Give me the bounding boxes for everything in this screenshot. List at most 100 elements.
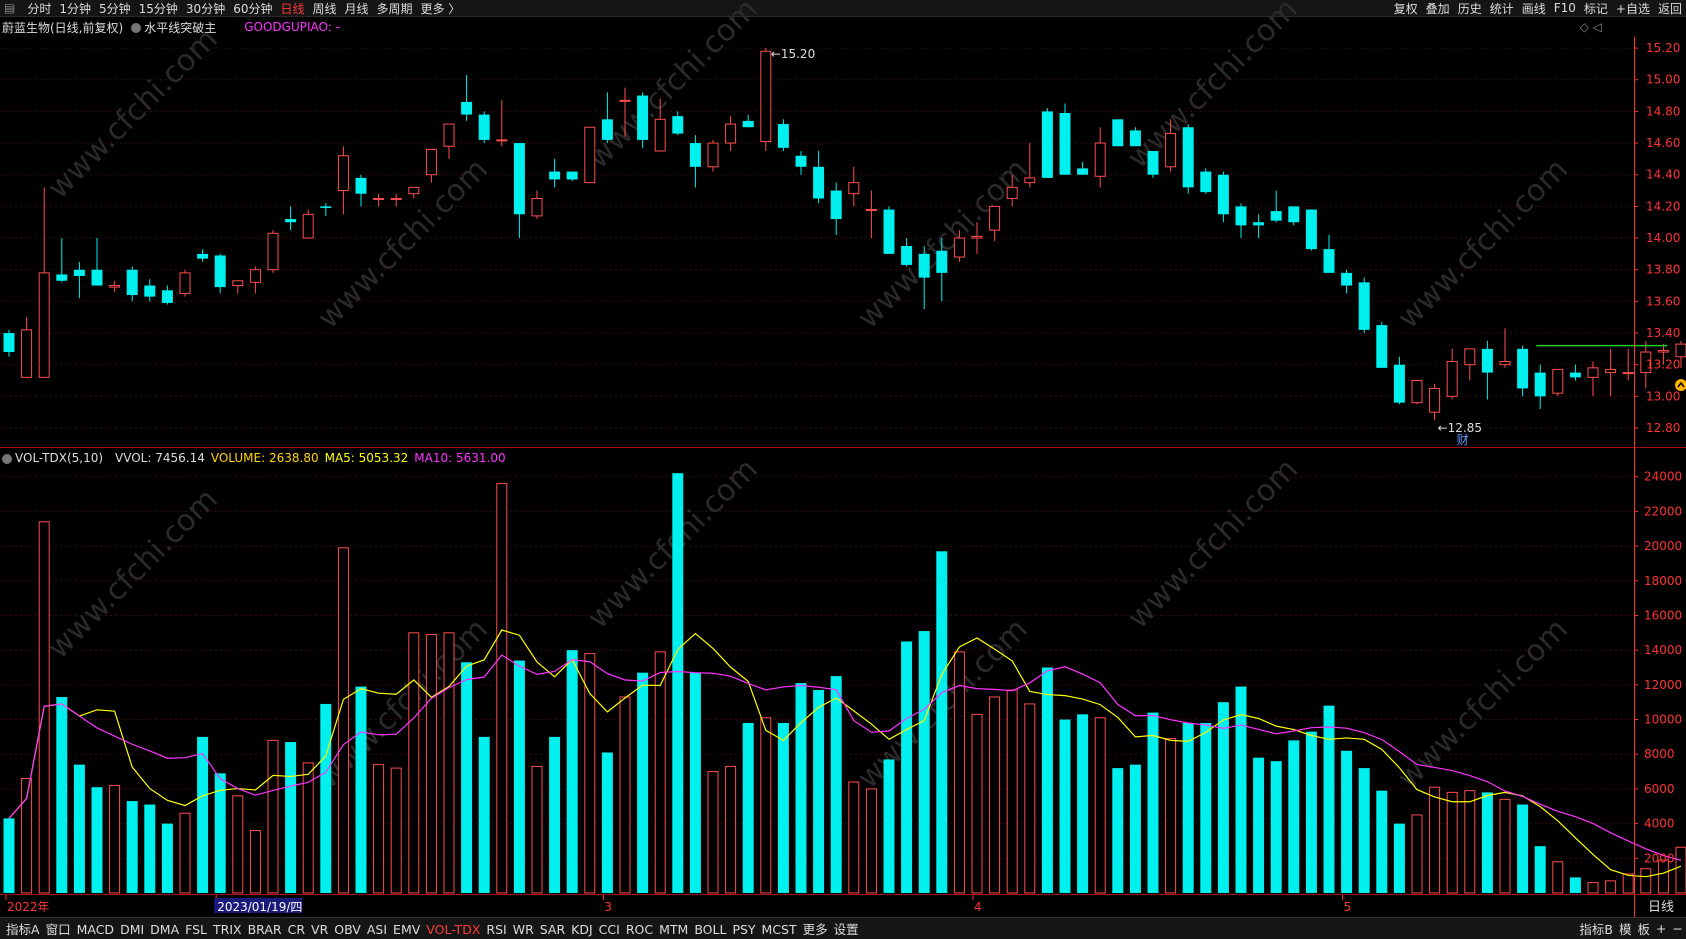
candle	[197, 249, 208, 262]
candle	[1588, 362, 1598, 397]
candle	[1376, 322, 1387, 368]
x-tick-label: 3	[604, 900, 612, 914]
volume-bar	[1430, 787, 1440, 893]
volume-bar	[761, 718, 771, 893]
panel-button-3[interactable]: +	[1653, 921, 1669, 936]
indicator-tab-4[interactable]: DMA	[147, 922, 182, 937]
volume-bar	[1077, 714, 1088, 893]
indicator-tab-0[interactable]: 指标A	[3, 922, 43, 937]
indicator-tab-7[interactable]: BRAR	[245, 922, 285, 937]
candle	[320, 203, 331, 216]
volume-tick-label: 24000	[1644, 470, 1682, 484]
volume-bar	[1007, 690, 1017, 893]
indicator-tab-6[interactable]: TRIX	[210, 922, 245, 937]
volume-bar	[338, 548, 348, 893]
candle	[180, 270, 190, 297]
volume-bar	[813, 690, 824, 893]
indicator-tab-21[interactable]: BOLL	[691, 922, 729, 937]
candle	[708, 140, 718, 172]
indicator-tab-9[interactable]: VR	[308, 922, 331, 937]
volume-bar	[1606, 881, 1616, 893]
volume-bar	[743, 723, 754, 893]
indicator-tab-22[interactable]: PSY	[729, 922, 758, 937]
volume-bar	[972, 714, 982, 893]
panel-button-1[interactable]: 模	[1616, 919, 1635, 938]
indicator-tab-8[interactable]: CR	[285, 922, 308, 937]
indicator-tab-10[interactable]: OBV	[331, 922, 364, 937]
indicator-tab-13[interactable]: VOL-TDX	[423, 922, 483, 937]
indicator-tab-19[interactable]: ROC	[623, 922, 656, 937]
volume-bar	[1130, 765, 1141, 893]
indicator-tab-2[interactable]: MACD	[74, 922, 117, 937]
indicator-tab-20[interactable]: MTM	[656, 922, 691, 937]
volume-bar	[127, 801, 138, 893]
candle	[1112, 119, 1123, 146]
candle	[990, 206, 1000, 241]
indicator-tab-25[interactable]: 设置	[831, 922, 862, 937]
candle	[374, 194, 384, 207]
candle	[1553, 369, 1563, 396]
candle	[1025, 143, 1035, 187]
indicator-tab-1[interactable]: 窗口	[43, 922, 74, 937]
candle	[215, 254, 226, 294]
volume-bar	[1271, 761, 1282, 893]
watermark-text: www.cfchi.com	[581, 0, 765, 176]
candle	[1288, 206, 1299, 225]
volume-bar	[585, 654, 595, 893]
volume-bar	[144, 805, 155, 893]
indicator-tab-15[interactable]: WR	[510, 922, 537, 937]
volume-bar	[708, 772, 718, 893]
volume-tick-label: 8000	[1644, 747, 1675, 761]
indicator-tab-18[interactable]: CCI	[596, 922, 623, 937]
watermark-text: www.cfchi.com	[1391, 612, 1575, 796]
x-tick-label: 2023/01/19/四	[217, 900, 302, 914]
price-tick-label: 14.00	[1646, 231, 1680, 245]
indicator-tab-14[interactable]: RSI	[483, 922, 509, 937]
volume-bar	[919, 631, 930, 893]
panel-button-2[interactable]: 板	[1635, 919, 1654, 938]
volume-bar	[602, 752, 613, 893]
candle	[1148, 151, 1159, 178]
candle	[1218, 172, 1229, 223]
candle	[849, 167, 859, 207]
candle	[1482, 341, 1493, 400]
indicator-tab-23[interactable]: MCST	[759, 922, 800, 937]
candle	[1394, 357, 1405, 404]
candle	[285, 206, 296, 230]
price-tick-label: 12.80	[1646, 421, 1680, 435]
indicator-tab-5[interactable]: FSL	[182, 922, 210, 937]
indicator-tab-12[interactable]: EMV	[390, 922, 423, 937]
candle	[497, 100, 507, 146]
candle	[303, 210, 313, 238]
candle	[726, 116, 736, 151]
volume-bar	[1676, 847, 1686, 893]
candle	[409, 187, 419, 198]
indicator-tab-3[interactable]: DMI	[117, 922, 147, 937]
volume-bar	[391, 768, 401, 893]
volume-bar	[1482, 792, 1493, 893]
candle	[585, 127, 595, 182]
volume-bar	[1570, 877, 1581, 893]
finance-marker[interactable]: 财	[1457, 433, 1469, 447]
volume-bar	[1218, 702, 1229, 893]
candle	[74, 262, 85, 298]
panel-button-4[interactable]: −	[1670, 921, 1686, 936]
candle	[778, 119, 789, 151]
volume-bar	[1447, 792, 1457, 893]
candle	[1412, 381, 1422, 405]
volume-bar	[1500, 799, 1510, 893]
candle	[1077, 162, 1088, 175]
indicator-tab-17[interactable]: KDJ	[568, 922, 596, 937]
volume-tick-label: 4000	[1644, 817, 1675, 831]
candle	[1183, 124, 1194, 194]
volume-bar	[356, 687, 367, 893]
indicator-tab-11[interactable]: ASI	[364, 922, 390, 937]
indicator-tab-24[interactable]: 更多	[800, 922, 831, 937]
volume-bar	[778, 723, 789, 893]
candle	[514, 143, 525, 238]
volume-bar	[726, 766, 736, 893]
indicator-tab-16[interactable]: SAR	[537, 922, 568, 937]
panel-button-0[interactable]: 指标B	[1576, 919, 1616, 938]
